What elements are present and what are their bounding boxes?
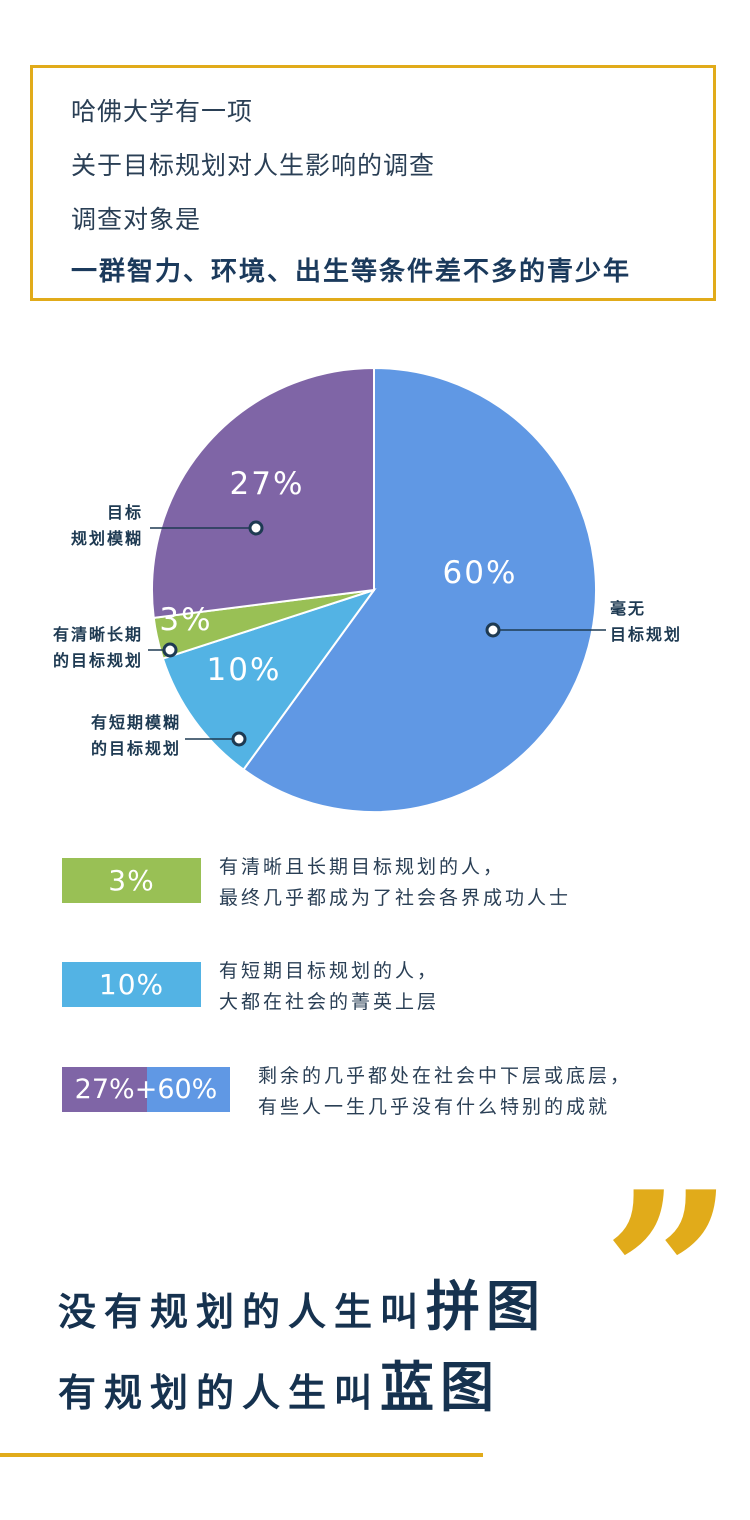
legend-text-3-line-1: 有清晰且长期目标规划的人， [219, 856, 506, 878]
legend-swatch-10: 10% [62, 962, 201, 1007]
quote-mark-icon: ” [602, 1142, 735, 1412]
legend-swatch-27-60-label: 27%+60% [62, 1074, 230, 1105]
legend-text-27-60-line-1: 剩余的几乎都处在社会中下层或底层， [258, 1065, 633, 1087]
slogan-line-2-emph: 蓝图 [380, 1356, 501, 1419]
slogan-line-1: 没有规划的人生叫拼图 [58, 1262, 546, 1341]
pie-slice-60 [242, 366, 597, 813]
pie-value-label-27: 27% [230, 466, 305, 502]
intro-box: 哈佛大学有一项 关于目标规划对人生影响的调查 调查对象是 一群智力、环境、出生等… [30, 65, 716, 301]
slogan-line-2-prefix: 有规划的人生叫 [58, 1371, 381, 1415]
pie-leader-dot-3 [162, 642, 178, 658]
legend-swatch-27-text: 27% [74, 1074, 135, 1105]
pie-slice-10 [161, 588, 377, 771]
legend-text-27-60-line-2: 有些人一生几乎没有什么特别的成就 [258, 1096, 611, 1118]
pie-value-label-60: 60% [443, 555, 518, 591]
pie-leader-dot-10 [231, 731, 247, 747]
legend-swatch-27-bg [62, 1067, 147, 1112]
pie-category-label-60-line-1: 毫无 [610, 599, 646, 618]
intro-line-4: 一群智力、环境、出生等条件差不多的青少年 [71, 257, 632, 287]
pie-category-label-10-line-2: 的目标规划 [91, 739, 181, 758]
slogan-line-1-emph: 拼图 [426, 1275, 547, 1338]
legend-swatch-3-text: 3% [108, 864, 155, 897]
pie-category-label-27-line-1: 目标 [107, 503, 143, 522]
bottom-accent-line [0, 1453, 483, 1457]
intro-line-2: 关于目标规划对人生影响的调查 [71, 151, 436, 180]
pie-category-label-3-line-1: 有清晰长期 [53, 625, 143, 644]
pie-category-label-10-line-1: 有短期模糊 [91, 713, 181, 732]
pie-value-label-3: 3% [159, 602, 212, 638]
legend-text-27-60: 剩余的几乎都处在社会中下层或底层， 有些人一生几乎没有什么特别的成就 [258, 1061, 632, 1123]
slogan-line-1-prefix: 没有规划的人生叫 [58, 1290, 427, 1334]
legend-text-3: 有清晰且长期目标规划的人， 最终几乎都成为了社会各界成功人士 [219, 852, 571, 914]
pie-category-label-60-line-2: 目标规划 [610, 625, 682, 644]
slogan-line-2: 有规划的人生叫蓝图 [58, 1343, 500, 1422]
intro-line-3: 调查对象是 [71, 205, 202, 234]
pie-category-label-3-line-2: 的目标规划 [53, 651, 143, 670]
intro-line-1: 哈佛大学有一项 [71, 97, 254, 126]
legend-text-10: 有短期目标规划的人， 大都在社会的菁英上层 [219, 956, 439, 1018]
legend-swatch-60-bg [147, 1067, 230, 1112]
legend-swatch-10-text: 10% [98, 968, 165, 1001]
legend-text-10-line-2: 大都在社会的菁英上层 [219, 991, 440, 1013]
legend-swatch-3: 3% [62, 858, 201, 903]
legend-swatch-60-text: 60% [157, 1074, 218, 1105]
legend-text-3-line-2: 最终几乎都成为了社会各界成功人士 [219, 887, 572, 909]
pie-category-label-27-line-2: 规划模糊 [71, 529, 143, 548]
pie-chart: 60%毫无目标规划10%有短期模糊的目标规划3%有清晰长期的目标规划27%目标规… [53, 366, 682, 813]
legend-swatch-27-60: 27%+60% [62, 1067, 230, 1112]
legend-swatch-plus: + [134, 1074, 158, 1105]
pie-leader-dot-27 [248, 520, 264, 536]
pie-leader-dot-60 [485, 622, 501, 638]
pie-slice-27 [151, 366, 375, 619]
legend-text-10-line-1: 有短期目标规划的人， [219, 960, 440, 982]
pie-value-label-10: 10% [207, 652, 282, 688]
